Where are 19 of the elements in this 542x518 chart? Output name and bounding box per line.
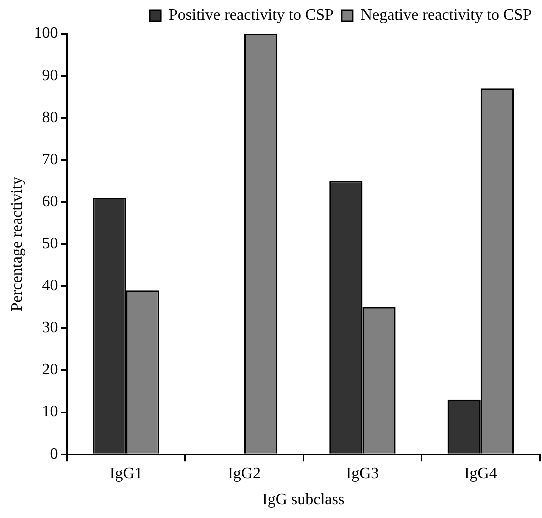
y-tick-label: 10 <box>42 404 58 421</box>
x-axis-title: IgG subclass <box>262 492 345 509</box>
legend-label: Negative reactivity to CSP <box>360 7 532 24</box>
y-tick-label: 80 <box>42 109 58 126</box>
y-axis-title: Percentage reactivity <box>8 177 26 312</box>
y-tick-label: 100 <box>34 25 58 42</box>
y-tick-label: 30 <box>42 320 58 337</box>
legend-label: Positive reactivity to CSP <box>169 7 334 24</box>
y-tick-label: 60 <box>42 193 58 210</box>
y-tick-label: 50 <box>42 236 58 253</box>
x-tick-label: IgG2 <box>228 465 261 482</box>
y-tick-label: 70 <box>42 151 58 168</box>
y-tick-label: 0 <box>50 446 58 463</box>
x-tick-label: IgG1 <box>110 465 143 482</box>
x-tick-label: IgG3 <box>346 465 380 482</box>
y-tick-label: 40 <box>42 278 58 295</box>
y-tick-label: 20 <box>42 362 58 379</box>
y-tick-label: 90 <box>42 67 58 84</box>
x-tick-label: IgG4 <box>464 465 498 482</box>
